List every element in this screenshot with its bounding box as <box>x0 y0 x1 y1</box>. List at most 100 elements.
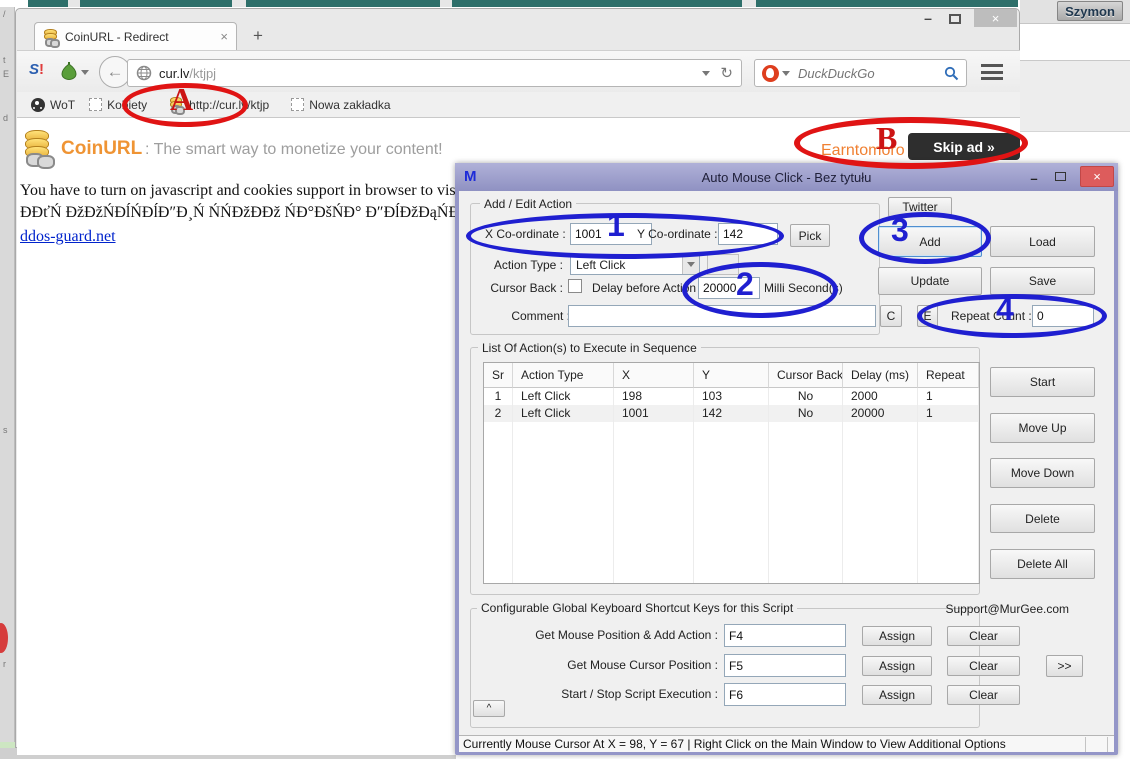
y-coordinate-input[interactable] <box>718 223 778 245</box>
status-separator <box>1107 737 1108 752</box>
table-row[interactable]: 2 Left Click 1001 142 No 20000 1 <box>484 405 979 422</box>
shortcut-input-f5[interactable] <box>724 654 846 677</box>
delete-all-button[interactable]: Delete All <box>990 549 1095 579</box>
maximize-icon[interactable] <box>949 14 961 24</box>
search-engine-dropdown-icon[interactable] <box>782 70 790 76</box>
background-tab-gap <box>68 0 80 7</box>
wot-icon <box>31 97 45 112</box>
shortcut-label-cursor-position: Get Mouse Cursor Position : <box>567 658 718 672</box>
search-input[interactable] <box>796 64 944 82</box>
e-button[interactable]: E <box>917 305 938 327</box>
action-type-dropdown[interactable]: Left Click <box>570 254 700 275</box>
url-path: /ktjpj <box>189 65 217 81</box>
more-options-button[interactable]: >> <box>1046 655 1083 677</box>
clear-button[interactable]: Clear <box>947 656 1020 676</box>
twitter-button[interactable]: Twitter <box>888 197 952 217</box>
delay-input[interactable] <box>698 277 760 299</box>
shortcut-input-f6[interactable] <box>724 683 846 706</box>
amc-status-bar: Currently Mouse Cursor At X = 98, Y = 67… <box>459 735 1114 752</box>
cursor-back-checkbox[interactable] <box>568 279 582 293</box>
x-coordinate-input[interactable] <box>570 223 652 245</box>
background-window-fragment: t <box>3 55 6 65</box>
clear-button[interactable]: Clear <box>947 626 1020 646</box>
amc-close-button[interactable]: × <box>1080 166 1114 187</box>
desktop-user-button[interactable]: Szymon <box>1057 1 1123 21</box>
table-empty-row <box>484 507 979 524</box>
coinurl-icon <box>169 97 186 115</box>
pick-button[interactable]: Pick <box>790 224 830 247</box>
c-button[interactable]: C <box>880 305 902 327</box>
assign-button[interactable]: Assign <box>862 626 932 646</box>
amc-minimize-button[interactable]: – <box>1030 171 1038 186</box>
table-empty-row <box>484 473 979 490</box>
shortcut-keys-group-label: Configurable Global Keyboard Shortcut Ke… <box>477 601 798 615</box>
clear-button[interactable]: Clear <box>947 685 1020 705</box>
stumbleupon-icon[interactable]: S! <box>29 61 45 78</box>
save-button[interactable]: Save <box>990 267 1095 295</box>
move-up-button[interactable]: Move Up <box>990 413 1095 443</box>
bookmark-curlv[interactable]: http://cur.lv/ktjp <box>169 97 269 115</box>
menu-icon[interactable] <box>979 61 1005 83</box>
url-bar[interactable]: cur.lv /ktjpj ↻ <box>127 59 742 87</box>
cursor-back-label: Cursor Back : <box>490 281 563 295</box>
ddos-guard-link[interactable]: ddos-guard.net <box>20 228 116 245</box>
comment-input[interactable] <box>568 305 876 327</box>
placeholder-favicon-icon <box>291 98 305 111</box>
tab-close-icon[interactable]: × <box>220 29 228 44</box>
y-coordinate-label: Y Co-ordinate : <box>637 227 718 241</box>
table-empty-row <box>484 575 979 583</box>
browser-tab[interactable]: CoinURL - Redirect × <box>34 22 237 50</box>
urlbar-dropdown-icon[interactable] <box>702 70 711 76</box>
add-button[interactable]: Add <box>878 226 982 257</box>
shortcut-input-f4[interactable] <box>724 624 846 647</box>
delay-unit-label: Milli Second(s) <box>764 281 843 295</box>
page-text-line1: You have to turn on javascript and cooki… <box>20 182 492 199</box>
background-tab-gap <box>742 0 756 7</box>
table-empty-row <box>484 422 979 439</box>
new-tab-button[interactable]: + <box>253 26 263 45</box>
search-icon[interactable] <box>944 66 959 81</box>
duckduckgo-icon[interactable] <box>762 64 779 82</box>
table-empty-row <box>484 439 979 456</box>
bookmark-nowa-zakladka[interactable]: Nowa zakładka <box>291 98 391 112</box>
chevron-down-icon[interactable] <box>81 70 89 75</box>
action-list-table[interactable]: Sr Action Type X Y Cursor Back Delay (ms… <box>483 362 980 584</box>
action-type-label: Action Type : <box>493 258 563 272</box>
shortcut-label-add-action: Get Mouse Position & Add Action : <box>535 628 718 642</box>
assign-button[interactable]: Assign <box>862 656 932 676</box>
advertiser-text[interactable]: Earntomoro <box>821 142 905 159</box>
navigation-toolbar: S! ← cur.lv /ktjpj ↻ <box>17 50 1020 92</box>
amc-client-area: Add / Edit Action Twitter X Co-ordinate … <box>459 191 1114 752</box>
update-button[interactable]: Update <box>878 267 982 295</box>
minimize-button[interactable]: – <box>924 10 932 26</box>
search-box[interactable] <box>754 59 967 87</box>
back-button[interactable]: ← <box>99 56 131 88</box>
repeat-count-input[interactable] <box>1032 305 1094 327</box>
table-empty-row <box>484 456 979 473</box>
delete-button[interactable]: Delete <box>990 504 1095 533</box>
amc-maximize-button[interactable] <box>1055 172 1066 181</box>
load-button[interactable]: Load <box>990 226 1095 257</box>
reload-icon[interactable]: ↻ <box>720 65 733 82</box>
background-tab-gap <box>232 0 246 7</box>
assign-button[interactable]: Assign <box>862 685 932 705</box>
page-tagline: : The smart way to monetize your content… <box>145 141 443 158</box>
torbutton-onion-icon[interactable] <box>61 61 77 80</box>
skip-ad-button[interactable]: Skip ad » <box>908 133 1020 160</box>
repeat-count-label: Repeat Count : <box>951 309 1032 323</box>
bookmark-wot[interactable]: WoT <box>31 97 75 112</box>
bookmark-kobiety[interactable]: Kobiety <box>89 98 147 112</box>
amc-titlebar[interactable]: M Auto Mouse Click - Bez tytułu <box>455 163 1118 191</box>
status-separator <box>1085 737 1086 752</box>
move-down-button[interactable]: Move Down <box>990 458 1095 488</box>
background-window-band <box>1020 60 1130 132</box>
start-button[interactable]: Start <box>990 367 1095 397</box>
collapse-button[interactable]: ^ <box>473 700 505 717</box>
background-tab-strip <box>28 0 1018 7</box>
background-window-fragment: E <box>3 69 10 79</box>
background-green-patch <box>0 742 15 752</box>
table-row[interactable]: 1 Left Click 198 103 No 2000 1 <box>484 388 979 405</box>
close-button[interactable]: × <box>974 9 1017 27</box>
shortcut-label-start-stop: Start / Stop Script Execution : <box>561 687 718 701</box>
